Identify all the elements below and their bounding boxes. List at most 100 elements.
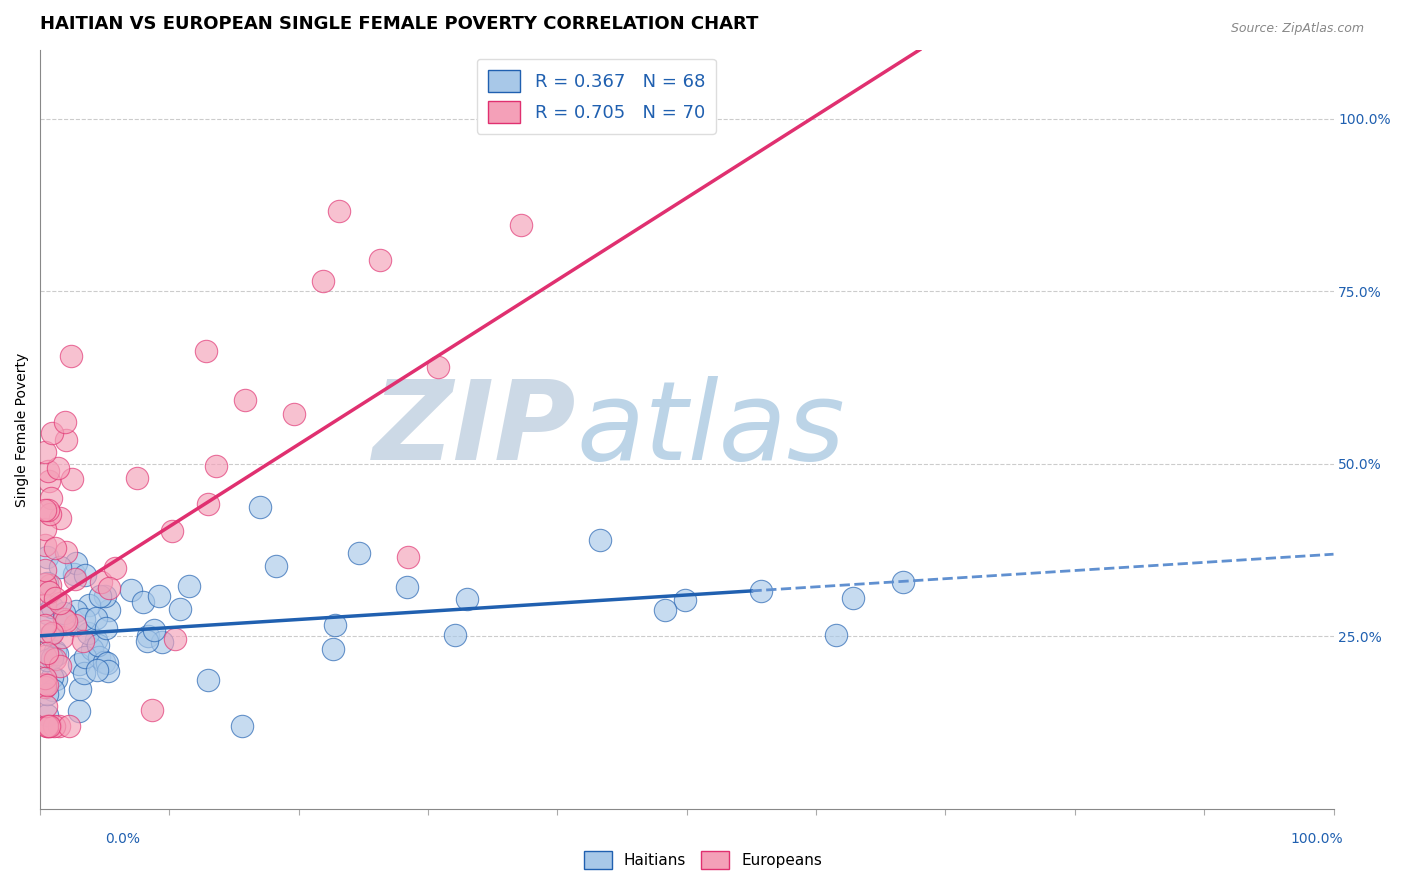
Point <box>323 618 346 632</box>
Point <box>49 658 72 673</box>
Point <box>59 349 82 363</box>
Point <box>231 719 253 733</box>
Point <box>456 592 478 607</box>
Point <box>65 557 87 571</box>
Point <box>63 566 86 581</box>
Text: Source: ZipAtlas.com: Source: ZipAtlas.com <box>1230 22 1364 36</box>
Point <box>41 600 63 615</box>
Point <box>73 612 96 626</box>
Point <box>69 681 91 696</box>
Point <box>825 628 848 642</box>
Point <box>589 533 612 548</box>
Point <box>44 652 66 666</box>
Point <box>41 670 63 684</box>
Point <box>34 522 56 536</box>
Point <box>41 425 63 440</box>
Point <box>150 634 173 648</box>
Point <box>45 647 67 661</box>
Y-axis label: Single Female Poverty: Single Female Poverty <box>15 352 30 507</box>
Point <box>38 719 60 733</box>
Point <box>44 591 66 605</box>
Point <box>38 628 60 642</box>
Legend: R = 0.367   N = 68, R = 0.705   N = 70: R = 0.367 N = 68, R = 0.705 N = 70 <box>477 59 716 134</box>
Point <box>87 638 110 652</box>
Point <box>89 590 111 604</box>
Point <box>73 665 96 680</box>
Point <box>893 574 915 589</box>
Text: HAITIAN VS EUROPEAN SINGLE FEMALE POVERTY CORRELATION CHART: HAITIAN VS EUROPEAN SINGLE FEMALE POVERT… <box>41 15 758 33</box>
Point <box>160 524 183 538</box>
Point <box>38 719 60 733</box>
Point <box>73 650 96 665</box>
Point <box>96 657 118 671</box>
Point <box>48 719 70 733</box>
Point <box>41 491 63 506</box>
Point <box>53 415 76 429</box>
Point <box>751 584 773 599</box>
Point <box>233 393 256 408</box>
Point <box>90 575 112 590</box>
Point <box>48 461 70 475</box>
Point <box>34 563 56 577</box>
Point <box>35 719 58 733</box>
Point <box>97 664 120 678</box>
Point <box>143 623 166 637</box>
Point <box>34 677 56 691</box>
Point <box>322 641 344 656</box>
Point <box>120 583 142 598</box>
Point <box>35 707 58 722</box>
Text: 0.0%: 0.0% <box>105 832 141 846</box>
Point <box>654 603 676 617</box>
Point <box>77 626 100 640</box>
Point <box>84 610 107 624</box>
Point <box>87 650 110 665</box>
Point <box>98 581 121 595</box>
Point <box>631 89 654 103</box>
Point <box>395 581 418 595</box>
Point <box>86 663 108 677</box>
Point <box>104 561 127 575</box>
Point <box>396 550 419 565</box>
Point <box>34 618 56 632</box>
Point <box>370 253 392 268</box>
Point <box>84 632 107 647</box>
Point <box>249 500 271 514</box>
Point <box>98 602 121 616</box>
Point <box>34 538 56 552</box>
Point <box>148 589 170 603</box>
Legend: Haitians, Europeans: Haitians, Europeans <box>578 845 828 875</box>
Point <box>34 598 56 612</box>
Point <box>41 651 63 665</box>
Point <box>45 672 67 686</box>
Point <box>72 634 94 648</box>
Point <box>34 445 56 459</box>
Point <box>35 687 58 701</box>
Point <box>34 577 56 591</box>
Point <box>93 655 115 669</box>
Point <box>35 699 58 714</box>
Point <box>34 649 56 664</box>
Point <box>55 433 77 447</box>
Point <box>37 464 59 478</box>
Point <box>34 503 56 517</box>
Point <box>37 503 59 517</box>
Point <box>38 578 60 592</box>
Point <box>842 591 865 605</box>
Point <box>77 598 100 612</box>
Point <box>62 472 84 486</box>
Point <box>39 507 62 521</box>
Point <box>49 596 72 610</box>
Point <box>197 497 219 511</box>
Point <box>264 559 287 574</box>
Point <box>44 719 66 733</box>
Point <box>52 607 75 621</box>
Text: atlas: atlas <box>576 376 845 483</box>
Point <box>283 408 305 422</box>
Point <box>34 624 56 639</box>
Point <box>34 680 56 694</box>
Point <box>67 704 90 718</box>
Point <box>38 585 60 599</box>
Text: 100.0%: 100.0% <box>1291 832 1343 846</box>
Point <box>427 360 450 375</box>
Point <box>67 657 90 671</box>
